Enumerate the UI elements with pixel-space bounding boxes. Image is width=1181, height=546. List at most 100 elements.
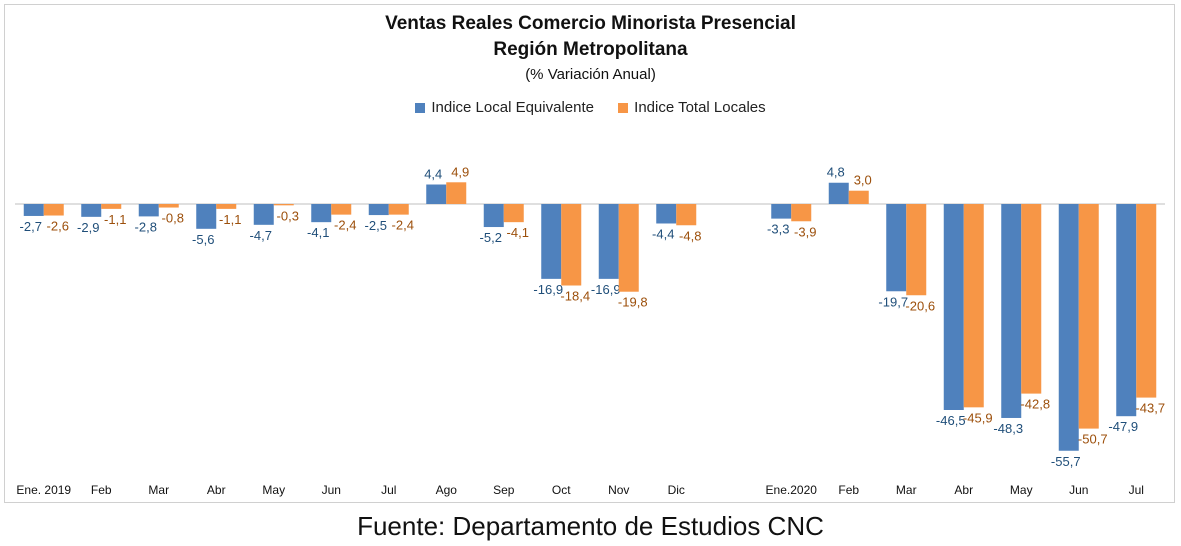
- data-label-total-locales: 4,9: [451, 164, 469, 179]
- x-tick-label: Jul: [1129, 483, 1144, 497]
- data-label-local-equivalente: -4,1: [307, 225, 329, 240]
- data-label-local-equivalente: -55,7: [1051, 454, 1081, 469]
- bar-local-equivalente: [196, 204, 217, 229]
- x-tick-label: May: [1010, 483, 1033, 497]
- x-tick-label: Mar: [148, 483, 169, 497]
- bar-local-equivalente: [81, 204, 102, 217]
- legend-item-series-2: Indice Total Locales: [618, 99, 766, 116]
- data-label-total-locales: -18,4: [560, 289, 590, 304]
- bar-total-locales: [158, 204, 179, 208]
- bar-total-locales: [446, 182, 467, 204]
- bar-local-equivalente: [656, 204, 677, 224]
- data-label-total-locales: -2,4: [334, 218, 356, 233]
- x-tick-label: Jun: [322, 483, 341, 497]
- data-label-local-equivalente: -2,9: [77, 220, 99, 235]
- bar-local-equivalente: [771, 204, 792, 219]
- x-tick-label: Feb: [838, 483, 859, 497]
- bar-local-equivalente: [1058, 204, 1079, 451]
- bar-total-locales: [503, 204, 524, 223]
- data-label-local-equivalente: -4,4: [652, 226, 674, 241]
- chart-title: Ventas Reales Comercio Minorista Presenc…: [385, 13, 796, 34]
- data-label-local-equivalente: -48,3: [993, 421, 1023, 436]
- bar-chart: Ene. 2019 -2,7 -2,6 Feb -2,9 -1,1 Mar -2,8 -0,8 A…: [15, 164, 1165, 497]
- data-label-local-equivalente: -2,7: [20, 219, 42, 234]
- x-tick-label: May: [262, 483, 285, 497]
- bar-local-equivalente: [1116, 204, 1137, 417]
- data-label-local-equivalente: -19,7: [878, 294, 908, 309]
- chart-subtitle: Región Metropolitana: [493, 39, 688, 60]
- bar-total-locales: [43, 204, 64, 216]
- data-label-total-locales: -1,1: [219, 212, 241, 227]
- x-tick-label: Jul: [381, 483, 396, 497]
- data-label-total-locales: 3,0: [854, 173, 872, 188]
- bar-local-equivalente: [886, 204, 907, 292]
- x-tick-label: Sep: [493, 483, 515, 497]
- x-tick-label: Abr: [207, 483, 226, 497]
- bar-local-equivalente: [943, 204, 964, 410]
- legend-swatch-blue: [415, 102, 426, 113]
- bar-local-equivalente: [23, 204, 44, 216]
- data-label-total-locales: -50,7: [1078, 432, 1108, 447]
- bar-total-locales: [1021, 204, 1042, 394]
- x-tick-label: Abr: [954, 483, 973, 497]
- legend-item-series-1: Indice Local Equivalente: [415, 99, 594, 116]
- bar-total-locales: [791, 204, 812, 222]
- x-tick-label: Ene. 2019: [16, 483, 71, 497]
- x-tick-label: Dic: [668, 483, 685, 497]
- source-note: Fuente: Departamento de Estudios CNC: [357, 511, 824, 541]
- data-label-local-equivalente: -5,6: [192, 232, 214, 247]
- bar-local-equivalente: [253, 204, 274, 225]
- data-label-total-locales: -0,3: [277, 208, 299, 223]
- data-label-total-locales: -0,8: [162, 211, 184, 226]
- data-label-total-locales: -3,9: [794, 224, 816, 239]
- data-label-total-locales: -43,7: [1135, 401, 1165, 416]
- x-tick-label: Ago: [436, 483, 458, 497]
- data-label-total-locales: -42,8: [1020, 397, 1050, 412]
- x-tick-label: Ene.2020: [766, 483, 818, 497]
- bar-total-locales: [101, 204, 122, 209]
- data-label-total-locales: -2,6: [47, 219, 69, 234]
- x-tick-label: Oct: [552, 483, 571, 497]
- bar-local-equivalente: [138, 204, 159, 217]
- data-label-local-equivalente: -2,8: [135, 219, 157, 234]
- bar-local-equivalente: [483, 204, 504, 228]
- bar-total-locales: [963, 204, 984, 408]
- bar-local-equivalente: [541, 204, 562, 279]
- x-tick-label: Mar: [896, 483, 917, 497]
- bar-total-locales: [1078, 204, 1099, 429]
- bar-total-locales: [618, 204, 639, 292]
- legend-label-series-2: Indice Total Locales: [634, 99, 766, 116]
- data-label-local-equivalente: -16,9: [591, 282, 621, 297]
- data-label-local-equivalente: -2,5: [365, 218, 387, 233]
- bar-total-locales: [273, 204, 294, 206]
- data-label-total-locales: -1,1: [104, 212, 126, 227]
- data-label-total-locales: -2,4: [392, 218, 414, 233]
- bar-total-locales: [1136, 204, 1157, 398]
- bar-local-equivalente: [828, 182, 849, 204]
- data-label-local-equivalente: 4,8: [827, 165, 845, 180]
- bar-local-equivalente: [368, 204, 389, 216]
- legend-swatch-orange: [618, 102, 629, 113]
- data-label-local-equivalente: -46,5: [936, 413, 966, 428]
- data-label-total-locales: -4,1: [507, 225, 529, 240]
- data-label-local-equivalente: -47,9: [1108, 419, 1138, 434]
- data-label-total-locales: -19,8: [618, 295, 648, 310]
- data-label-local-equivalente: -3,3: [767, 222, 789, 237]
- bar-total-locales: [388, 204, 409, 215]
- bar-total-locales: [561, 204, 582, 286]
- bar-local-equivalente: [426, 184, 447, 204]
- data-label-local-equivalente: -4,7: [250, 228, 272, 243]
- data-label-total-locales: -45,9: [963, 410, 993, 425]
- bar-total-locales: [906, 204, 927, 296]
- data-label-total-locales: -20,6: [905, 298, 935, 313]
- data-label-total-locales: -4,8: [679, 228, 701, 243]
- legend-label-series-1: Indice Local Equivalente: [431, 99, 594, 116]
- chart-legend: Indice Local Equivalente Indice Total Lo…: [0, 99, 1181, 117]
- bar-total-locales: [676, 204, 697, 226]
- data-label-local-equivalente: -5,2: [480, 230, 502, 245]
- bar-local-equivalente: [598, 204, 619, 279]
- bar-total-locales: [216, 204, 237, 209]
- bar-local-equivalente: [311, 204, 332, 223]
- bar-local-equivalente: [1001, 204, 1022, 418]
- x-tick-label: Nov: [608, 483, 629, 497]
